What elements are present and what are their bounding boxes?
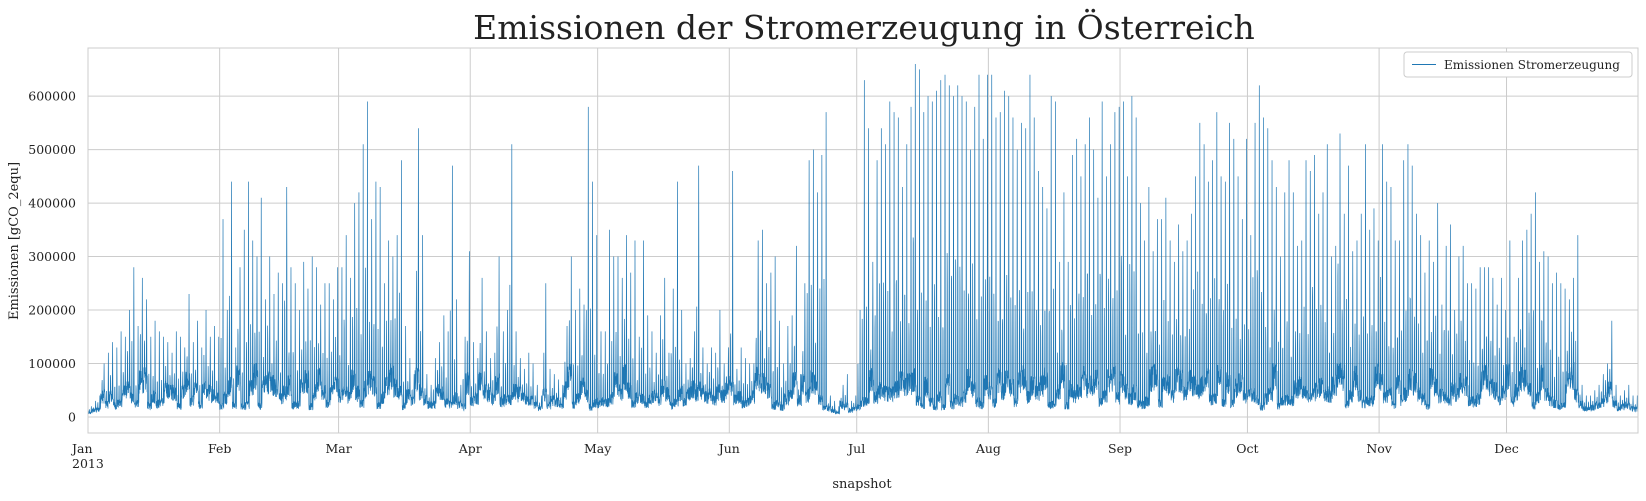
y-tick-label: 500000 <box>28 142 76 157</box>
x-tick-label: Dec <box>1494 441 1518 456</box>
chart-title: Emissionen der Stromerzeugung in Österre… <box>473 7 1255 47</box>
legend-label: Emissionen Stromerzeugung <box>1444 58 1620 72</box>
x-tick-sublabel: 2013 <box>72 456 104 471</box>
y-tick-label: 200000 <box>28 303 76 318</box>
y-tick-label: 100000 <box>28 356 76 371</box>
x-tick-label: Jan <box>70 441 93 456</box>
x-tick-label: Mar <box>325 441 351 456</box>
plot-frame <box>87 47 1639 434</box>
x-tick-label: Jun <box>717 441 740 456</box>
x-tick-label: Jul <box>846 441 865 456</box>
y-tick-label: 600000 <box>28 89 76 104</box>
x-tick-label: Oct <box>1236 441 1258 456</box>
x-tick-label: Feb <box>208 441 231 456</box>
legend: Emissionen Stromerzeugung <box>1403 51 1633 78</box>
x-axis-label: snapshot <box>832 477 892 492</box>
y-tick-label: 400000 <box>28 196 76 211</box>
series-line-emissionen-stromerzeugung <box>88 64 1638 415</box>
x-tick-label: May <box>584 441 612 456</box>
x-tick-label: Sep <box>1108 441 1132 456</box>
x-tick-label: Apr <box>458 441 482 456</box>
x-tick-label: Nov <box>1366 441 1392 456</box>
y-tick-label: 0 <box>68 409 76 424</box>
x-tick-label: Aug <box>975 441 1001 456</box>
y-tick-label: 300000 <box>28 249 76 264</box>
y-axis-ticks: 0 100000 200000 300000 400000 500000 600000 <box>28 89 76 425</box>
y-axis-label: Emissionen [gCO_2equ] <box>7 162 22 320</box>
legend-box <box>1403 51 1633 78</box>
